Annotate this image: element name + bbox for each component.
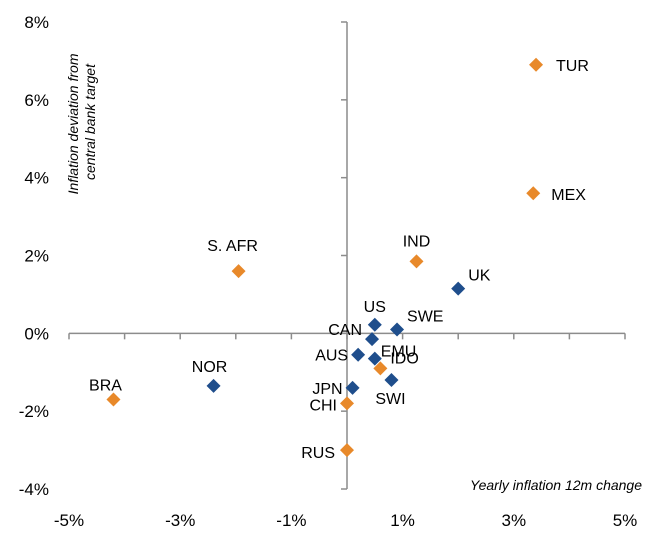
point-label-chi: CHI — [309, 397, 337, 414]
point-labels: UK US SWE CAN AUS EMU SWI JPN NOR TUR MEX IND S. AFR… — [89, 58, 589, 462]
y-tick-label: -4% — [19, 480, 49, 499]
point-label-us: US — [364, 299, 386, 316]
x-tick-label: 3% — [502, 511, 527, 530]
y-tick-label: 0% — [24, 324, 49, 343]
x-tick-label: -1% — [276, 511, 306, 530]
data-point-swi — [384, 373, 399, 388]
y-tick-label: -2% — [19, 402, 49, 421]
point-label-ind: IND — [403, 233, 431, 250]
data-point-ind — [409, 254, 424, 269]
point-label-rus: RUS — [301, 445, 335, 462]
x-axis-title: Yearly inflation 12m change — [470, 477, 642, 493]
y-tick-label: 8% — [24, 13, 49, 32]
y-tick-label: 6% — [24, 91, 49, 110]
point-label-swe: SWE — [407, 308, 443, 325]
data-point-uk — [451, 281, 466, 296]
point-label-uk: UK — [468, 268, 491, 285]
data-point-s-afr — [231, 264, 246, 279]
data-point-tur — [529, 57, 544, 72]
data-point-nor — [206, 378, 221, 393]
x-tick-label: -5% — [54, 511, 84, 530]
point-label-aus: AUS — [315, 348, 348, 365]
data-point-jpn — [345, 380, 360, 395]
y-axis-title: Inflation deviation from central bank ta… — [65, 50, 98, 195]
data-point-mex — [526, 186, 541, 201]
data-point-rus — [340, 443, 354, 458]
point-label-can: CAN — [328, 322, 362, 339]
data-points — [106, 57, 544, 458]
x-tick-label: 5% — [613, 511, 638, 530]
data-point-bra — [106, 392, 121, 407]
data-point-emu — [367, 351, 382, 366]
y-axis-ticks — [341, 21, 347, 490]
data-point-aus — [351, 347, 366, 362]
y-axis-title-line-2: central bank target — [82, 63, 98, 180]
point-label-jpn: JPN — [312, 381, 342, 398]
tick-labels: -5% -3% -1% 1% 3% 5% -4% -2% 0% 2% 4% 6% 8% — [19, 13, 638, 530]
point-label-nor: NOR — [192, 359, 228, 376]
data-point-us — [367, 317, 382, 332]
data-point-swe — [390, 322, 405, 337]
point-label-tur: TUR — [556, 58, 589, 75]
point-label-ido: IDO — [390, 350, 418, 367]
point-label-mex: MEX — [551, 187, 586, 204]
point-label-s-afr: S. AFR — [207, 238, 258, 255]
point-label-bra: BRA — [89, 377, 122, 394]
x-tick-label: 1% — [390, 511, 415, 530]
y-tick-label: 4% — [24, 169, 49, 188]
x-axis-ticks — [68, 333, 626, 340]
y-axis-title-line-1: Inflation deviation from — [65, 53, 81, 194]
axes — [68, 21, 626, 490]
data-point-chi — [340, 396, 354, 411]
point-label-emu: EMU — [381, 344, 417, 361]
x-tick-label: -3% — [165, 511, 195, 530]
data-point-ido — [373, 361, 388, 376]
y-tick-label: 2% — [24, 247, 49, 266]
data-point-can — [365, 332, 380, 347]
point-label-swi: SWI — [375, 391, 405, 408]
